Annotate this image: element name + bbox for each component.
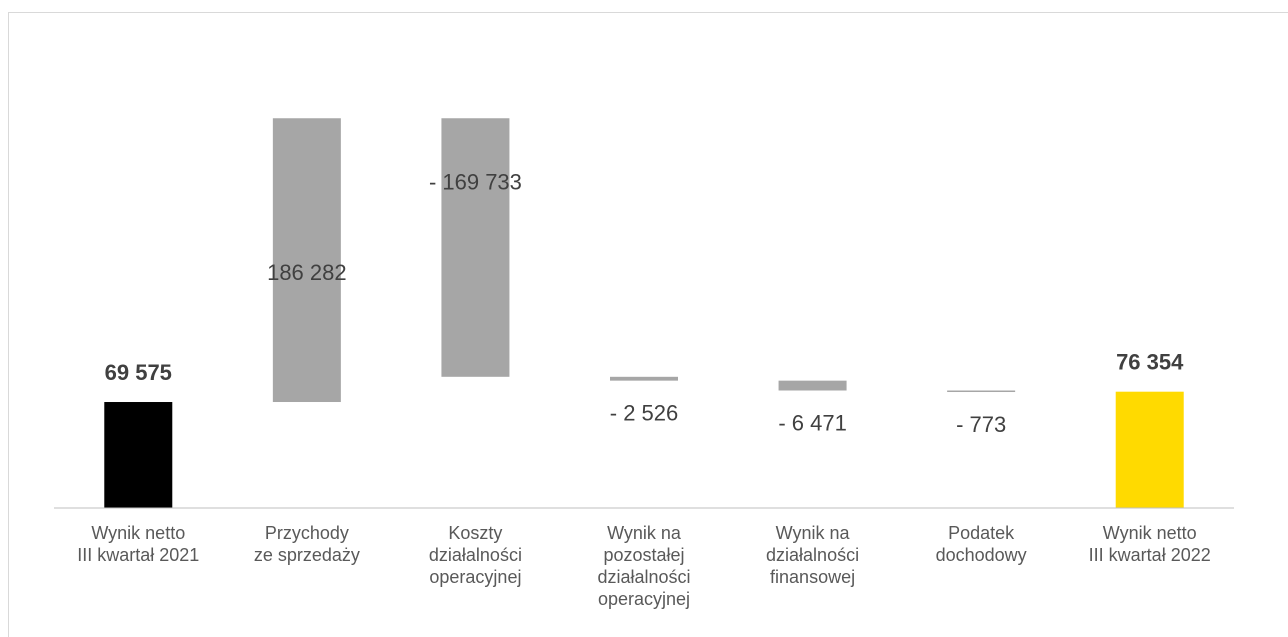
value-label: 186 282 (267, 260, 347, 285)
value-label: 76 354 (1116, 349, 1184, 374)
bar (272, 118, 341, 403)
bar (104, 402, 173, 508)
x-tick-label: Wynik netto III kwartał 2021 (77, 523, 200, 565)
bar (441, 118, 510, 377)
x-tick-label: Przychody ze sprzedaży (253, 523, 360, 565)
x-tick-label: Koszty działalności operacyjnej (428, 523, 522, 587)
bar (610, 376, 678, 381)
bar (1115, 391, 1184, 508)
x-tick-label: Wynik na działalności finansowej (766, 523, 860, 587)
value-label: - 2 526 (610, 400, 679, 425)
x-tick-label: Wynik na pozostałej działalności operacy… (597, 523, 691, 609)
value-label: 69 575 (105, 360, 172, 385)
x-tick-label: Wynik netto III kwartał 2022 (1088, 523, 1211, 565)
value-label: - 773 (956, 412, 1006, 437)
x-tick-label: Podatek dochodowy (935, 523, 1027, 565)
value-label: - 169 733 (429, 169, 522, 194)
bar (947, 390, 1016, 393)
chart-frame (8, 12, 1288, 637)
bar (778, 380, 847, 391)
value-label: - 6 471 (778, 410, 847, 435)
